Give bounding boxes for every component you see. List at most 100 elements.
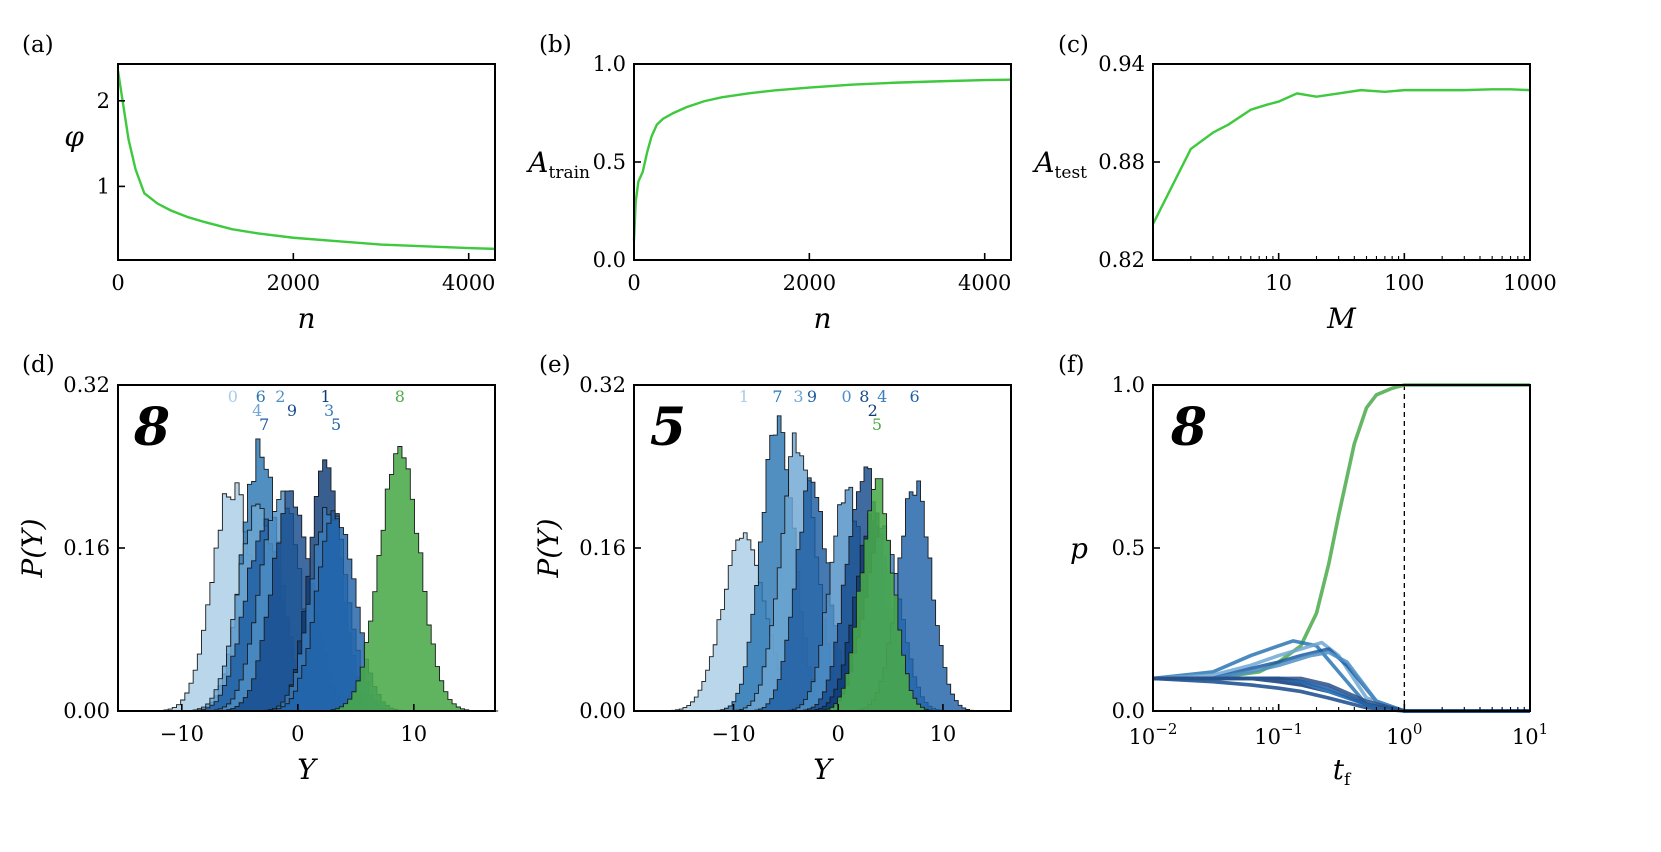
x-axis-label: n — [813, 302, 831, 335]
x-tick-label: 100 — [1384, 271, 1424, 295]
x-tick-label: 2000 — [267, 271, 320, 295]
x-tick-label: 10−1 — [1254, 720, 1303, 749]
x-tick-label: 4000 — [442, 271, 495, 295]
x-axis-label: Y — [297, 753, 318, 786]
panel-a: (a) 0 2000 4000 1 2 n φ — [22, 32, 496, 335]
digit-label-3: 3 — [324, 401, 334, 420]
x-axis-label: tf — [1333, 753, 1352, 790]
y-tick-label: 2 — [97, 89, 110, 113]
x-axis-label: n — [297, 302, 315, 335]
digit-label-1: 1 — [321, 387, 331, 406]
plot-frame — [633, 63, 1012, 261]
digit-label-7: 7 — [772, 387, 782, 406]
digit-label-9: 9 — [807, 387, 817, 406]
series-line-digit-8 — [1153, 383, 1530, 681]
x-tick-label: 10 — [930, 722, 957, 746]
x-tick-label: 1000 — [1503, 271, 1556, 295]
digit-label-0: 0 — [228, 387, 238, 406]
y-tick-label: 0.16 — [579, 536, 626, 560]
y-tick-label: 0.32 — [63, 373, 110, 397]
y-tick-label: 0.94 — [1098, 52, 1145, 76]
y-axis-label-main: A — [1031, 146, 1054, 179]
x-tick-label: 100 — [1386, 720, 1422, 749]
y-tick-label: 0.00 — [579, 699, 626, 723]
x-tick-label: 0 — [627, 271, 640, 295]
panel-label: (e) — [539, 352, 571, 378]
series-line-A_test — [1151, 88, 1531, 225]
panel-label: (d) — [22, 352, 55, 378]
y-tick-label: 0.32 — [579, 373, 626, 397]
digit-label-0: 0 — [841, 387, 851, 406]
x-tick-label: 10 — [1265, 271, 1292, 295]
x-axis-label-main: t — [1333, 753, 1345, 786]
panel-label: (b) — [539, 32, 572, 58]
histograms — [118, 438, 499, 712]
x-axis-label-sub: f — [1344, 770, 1352, 790]
x-axis-label-main: n — [813, 302, 831, 335]
series-lines — [1151, 88, 1531, 225]
digit-label-6: 6 — [256, 387, 266, 406]
y-tick-label: 0.88 — [1098, 150, 1145, 174]
x-tick-base: 10 — [1129, 725, 1156, 749]
y-axis-label: P(Y) — [16, 518, 49, 578]
x-tick-label: 0 — [111, 271, 124, 295]
x-tick-label: 0 — [832, 722, 845, 746]
digit-label-8: 8 — [395, 387, 405, 406]
digit-label-2: 2 — [868, 401, 878, 420]
x-tick-exponent: −1 — [1281, 720, 1303, 738]
y-axis-label: Atrain — [525, 146, 590, 183]
digit-label-2: 2 — [275, 387, 285, 406]
digit-label-7: 7 — [259, 415, 269, 434]
panel-b: (b) 0 2000 4000 0.0 0.5 1.0 n Atrain — [525, 32, 1012, 335]
x-tick-base: 10 — [1512, 725, 1539, 749]
handwritten-digit-image: 5 — [650, 397, 686, 458]
y-tick-label: 0.0 — [1112, 699, 1145, 723]
digit-label-4: 4 — [252, 401, 262, 420]
series-line-phi — [116, 70, 496, 251]
y-tick-label: 1.0 — [1112, 373, 1145, 397]
x-tick-label: −10 — [160, 722, 204, 746]
y-axis-label-sub: train — [549, 163, 591, 183]
y-tick-label: 0.82 — [1098, 248, 1145, 272]
y-tick-label: 0.00 — [63, 699, 110, 723]
histograms — [634, 415, 1011, 712]
y-axis-label: P(Y) — [532, 518, 565, 578]
x-axis-label-main: M — [1326, 302, 1357, 335]
digit-label-4: 4 — [877, 387, 887, 406]
y-axis-label-main: A — [525, 146, 548, 179]
x-tick-label: 10−2 — [1129, 720, 1178, 749]
x-tick-label: 0 — [291, 722, 304, 746]
y-tick-label: 0.5 — [593, 150, 626, 174]
panel-label: (c) — [1058, 32, 1089, 58]
x-axis-label-main: n — [297, 302, 315, 335]
y-axis-label: φ — [64, 120, 84, 153]
x-axis-label: Y — [813, 753, 834, 786]
series-lines — [1152, 383, 1530, 713]
x-tick-exponent: 0 — [1413, 720, 1423, 738]
y-tick-label: 1.0 — [593, 52, 626, 76]
panel-label: (f) — [1058, 352, 1084, 378]
x-tick-label: 10 — [400, 722, 427, 746]
digit-label-1: 1 — [739, 387, 749, 406]
x-axis-label-main: Y — [813, 753, 834, 786]
digit-label-9: 9 — [287, 401, 297, 420]
panel-label: (a) — [22, 32, 54, 58]
y-axis-label-sub: test — [1055, 163, 1088, 183]
plot-frame — [117, 63, 496, 261]
y-tick-label: 1 — [97, 174, 110, 198]
x-tick-base: 10 — [1386, 725, 1413, 749]
digit-label-8: 8 — [859, 387, 869, 406]
y-axis-label: Atest — [1031, 146, 1087, 183]
x-tick-label: 4000 — [958, 271, 1011, 295]
series-lines — [116, 70, 496, 251]
panel-c: (c) 10 100 1000 0.82 0.88 0.94 M Atest — [1031, 32, 1556, 335]
series-lines — [632, 78, 1012, 241]
y-tick-label: 0.0 — [593, 248, 626, 272]
digit-label-6: 6 — [910, 387, 920, 406]
series-line-A_train — [632, 78, 1012, 241]
handwritten-digit-image: 8 — [1170, 397, 1207, 458]
series-line-digit-7 — [1153, 676, 1530, 713]
x-tick-label: 101 — [1512, 720, 1548, 749]
